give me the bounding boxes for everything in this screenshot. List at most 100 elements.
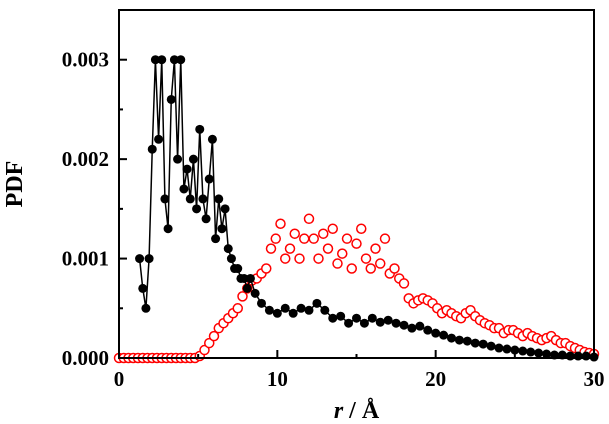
data-point <box>542 349 551 359</box>
data-point <box>379 233 391 244</box>
data-point <box>375 258 386 269</box>
plot-frame <box>118 9 595 359</box>
data-point <box>356 223 367 234</box>
data-point <box>389 263 400 274</box>
data-point <box>462 336 472 346</box>
series-filled <box>135 55 599 362</box>
data-point <box>289 228 300 239</box>
data-point <box>346 263 357 274</box>
data-point <box>154 134 164 144</box>
data-point <box>275 218 286 230</box>
data-point <box>454 335 464 345</box>
data-point <box>232 303 243 314</box>
data-point <box>407 323 417 333</box>
data-point <box>280 253 291 264</box>
data-point <box>470 338 480 348</box>
x-tick-label: 20 <box>425 367 446 391</box>
data-point <box>141 303 151 313</box>
data-point <box>351 238 362 249</box>
x-axis-title-variable: r <box>334 398 344 424</box>
tick-labels: 0 10 20 30 0.000 0.001 0.002 0.003 <box>62 48 605 391</box>
data-point <box>265 243 277 254</box>
data-point <box>270 233 281 244</box>
x-tick-label: 30 <box>584 367 605 391</box>
data-point <box>264 305 274 315</box>
series-open <box>113 213 600 364</box>
data-point <box>242 283 252 293</box>
data-point <box>360 253 372 264</box>
data-point <box>336 311 346 321</box>
data-point <box>337 248 348 259</box>
data-point <box>201 214 211 224</box>
data-point <box>581 351 591 361</box>
data-point <box>573 351 583 361</box>
data-point <box>223 244 233 254</box>
data-point <box>415 321 425 331</box>
data-point <box>352 313 361 323</box>
data-point <box>204 337 215 349</box>
data-point <box>318 228 329 239</box>
data-point <box>257 298 266 308</box>
data-point <box>518 346 528 356</box>
data-point <box>185 194 195 204</box>
y-tick-label: 0.002 <box>62 147 109 171</box>
data-point <box>332 258 343 269</box>
data-point <box>320 305 330 315</box>
data-point <box>157 55 167 65</box>
data-point <box>565 351 575 361</box>
y-tick-label: 0.003 <box>62 48 109 72</box>
data-point <box>303 213 315 225</box>
data-point <box>447 333 456 343</box>
data-point <box>431 328 441 338</box>
data-point <box>312 298 322 308</box>
data-point <box>367 313 377 323</box>
x-tick-label: 0 <box>114 367 125 391</box>
data-point <box>327 223 338 234</box>
y-tick-label: 0.000 <box>62 346 109 370</box>
data-point <box>150 55 160 65</box>
data-point <box>138 283 148 293</box>
data-point <box>188 154 198 164</box>
data-point <box>370 243 381 254</box>
data-point <box>341 233 353 244</box>
data-point <box>308 233 319 244</box>
data-point <box>198 194 208 204</box>
data-point <box>304 305 314 315</box>
axis-ticks <box>118 58 595 359</box>
data-point <box>280 303 290 313</box>
data-point <box>211 234 221 244</box>
data-point <box>166 94 176 104</box>
data-point <box>195 124 205 134</box>
data-point <box>365 263 376 274</box>
data-point <box>163 224 173 234</box>
x-axis-title: r / Å <box>334 398 380 424</box>
data-point <box>226 254 236 264</box>
x-tick-label: 10 <box>267 367 288 391</box>
data-point <box>250 288 260 298</box>
data-point <box>344 318 354 328</box>
data-point <box>199 344 210 356</box>
plot-marks <box>113 55 600 364</box>
y-tick-label: 0.001 <box>62 247 109 271</box>
data-point <box>294 253 305 264</box>
data-point <box>486 341 496 351</box>
data-point <box>160 194 170 204</box>
data-point <box>391 318 401 328</box>
data-point <box>220 204 230 214</box>
data-point <box>526 347 536 357</box>
data-point <box>169 55 179 65</box>
data-point <box>173 154 183 164</box>
data-point <box>510 345 520 355</box>
data-point <box>239 273 249 283</box>
data-point <box>534 348 544 358</box>
data-point <box>284 243 296 254</box>
data-point <box>192 204 202 214</box>
data-point <box>299 233 310 244</box>
data-point <box>135 254 145 264</box>
y-axis-title: PDF <box>2 161 28 208</box>
data-point <box>245 273 255 283</box>
data-point <box>313 253 324 264</box>
data-point <box>383 315 393 325</box>
data-point <box>359 318 369 328</box>
